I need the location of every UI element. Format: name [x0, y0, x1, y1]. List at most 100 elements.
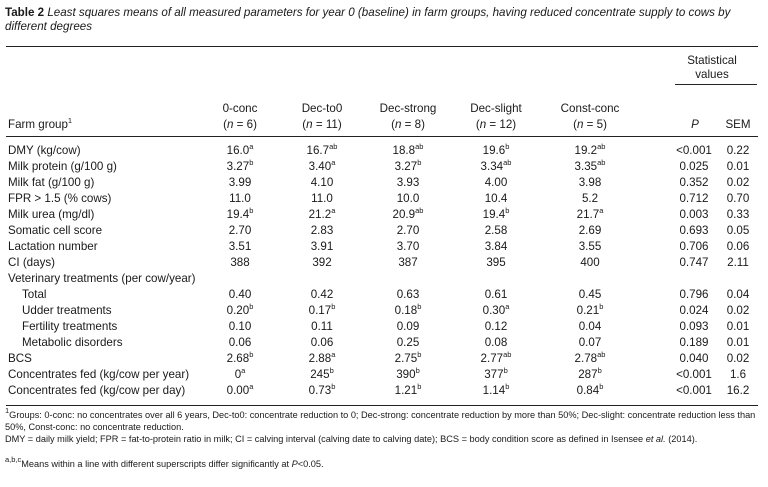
- row-label: CI (days): [8, 256, 56, 269]
- row-label: Veterinary treatments (per cow/year): [8, 272, 196, 285]
- group-header-n: (n = 8): [391, 118, 425, 131]
- table-cell: 21.7a: [576, 206, 604, 221]
- p-value: 0.189: [679, 336, 709, 349]
- group-header-n: (n = 11): [302, 118, 342, 131]
- table-cell: 4.00: [484, 176, 508, 189]
- p-value: 0.693: [679, 224, 709, 237]
- table-cell: 5.2: [581, 192, 599, 205]
- table-cell: 0.61: [484, 288, 508, 301]
- stat-header-line2: values: [695, 68, 729, 81]
- p-value: 0.024: [679, 304, 709, 317]
- table-cell: 3.93: [396, 176, 420, 189]
- footnote-abbreviations: DMY = daily milk yield; FPR = fat-to-pro…: [5, 434, 698, 444]
- table-cell: 3.35ab: [574, 158, 606, 173]
- p-value: 0.003: [679, 208, 709, 221]
- sem-value: 0.02: [726, 176, 750, 189]
- table-cell: 377b: [484, 366, 508, 381]
- table-cell: 4.10: [310, 176, 334, 189]
- table-cell: 287b: [578, 366, 602, 381]
- table-cell: 1.14b: [482, 382, 510, 397]
- table-cell: 0.12: [484, 320, 508, 333]
- group-header-n: (n = 12): [475, 118, 517, 131]
- table-cell: 20.9ab: [392, 206, 424, 221]
- table-cell: 0.18b: [394, 302, 422, 317]
- table-cell: 0.11: [311, 320, 333, 333]
- p-value: 0.706: [679, 240, 709, 253]
- table-cell: 19.4b: [482, 206, 510, 221]
- table-cell: 3.55: [578, 240, 602, 253]
- table-cell: 245b: [310, 366, 334, 381]
- row-label: Concentrates fed (kg/cow per day): [8, 384, 186, 397]
- sem-value: 1.6: [729, 368, 747, 381]
- table-cell: 3.98: [578, 176, 602, 189]
- table-cell: 21.2a: [308, 206, 336, 221]
- table-cell: 0.04: [578, 320, 602, 333]
- table-cell: 2.70: [396, 224, 420, 237]
- sem-header: SEM: [725, 118, 751, 131]
- table-cell: 2.69: [578, 224, 602, 237]
- row-label: Milk fat (g/100 g): [8, 176, 95, 189]
- table-cell: 388: [230, 256, 250, 269]
- sem-value: 0.05: [726, 224, 750, 237]
- table-cell: 400: [580, 256, 600, 269]
- p-value: 0.747: [679, 256, 709, 269]
- group-header-name: Dec-slight: [470, 102, 522, 115]
- table-cell: 3.84: [484, 240, 508, 253]
- table-label: Table 2: [5, 6, 45, 19]
- bottom-rule: [6, 405, 758, 406]
- table-cell: 0.09: [396, 320, 420, 333]
- table-cell: 10.4: [484, 192, 508, 205]
- row-label: Milk urea (mg/dl): [8, 208, 95, 221]
- table-cell: 0a: [234, 366, 246, 381]
- table-cell: 0.84b: [576, 382, 604, 397]
- table-cell: 2.75b: [394, 350, 422, 365]
- table-cell: 16.7ab: [306, 142, 338, 157]
- sem-value: 0.01: [726, 320, 750, 333]
- table-cell: 0.21b: [576, 302, 604, 317]
- header-rule: [6, 136, 758, 137]
- table-cell: 3.27b: [226, 158, 254, 173]
- group-header-name: Const-conc: [560, 102, 620, 115]
- table-cell: 3.34ab: [480, 158, 512, 173]
- table-cell: 19.2ab: [574, 142, 606, 157]
- footnote-significance: a,b,cMeans within a line with different …: [5, 455, 324, 469]
- p-value: 0.352: [679, 176, 709, 189]
- table-cell: 0.06: [310, 336, 334, 349]
- table-cell: 19.4b: [226, 206, 254, 221]
- table-cell: 0.63: [396, 288, 420, 301]
- table-cell: 392: [312, 256, 332, 269]
- table-cell: 11.0: [311, 192, 333, 205]
- table-cell: 0.00a: [226, 382, 254, 397]
- sem-value: 0.02: [726, 304, 750, 317]
- p-value: 0.712: [679, 192, 709, 205]
- table-cell: 11.0: [229, 192, 251, 205]
- sem-value: 0.02: [726, 352, 750, 365]
- row-label: Somatic cell score: [8, 224, 103, 237]
- row-label: FPR > 1.5 (% cows): [8, 192, 112, 205]
- table-cell: 0.17b: [308, 302, 336, 317]
- table-cell: 3.27b: [394, 158, 422, 173]
- table-cell: 18.8ab: [392, 142, 424, 157]
- p-value: 0.093: [679, 320, 709, 333]
- stat-header-rule: [675, 84, 757, 85]
- table-cell: 2.70: [228, 224, 252, 237]
- p-header: P: [691, 118, 699, 131]
- table-cell: 3.99: [228, 176, 252, 189]
- sem-value: 0.01: [726, 160, 750, 173]
- table-cell: 0.42: [310, 288, 334, 301]
- sem-value: 0.33: [726, 208, 750, 221]
- sem-value: 0.06: [726, 240, 750, 253]
- table-cell: 0.25: [396, 336, 420, 349]
- row-label: Concentrates fed (kg/cow per year): [8, 368, 190, 381]
- row-label: Total: [22, 288, 47, 301]
- table-cell: 1.21b: [394, 382, 422, 397]
- table-cell: 3.91: [310, 240, 334, 253]
- group-header-n: (n = 6): [223, 118, 257, 131]
- p-value: <0.001: [676, 368, 712, 381]
- stat-header-line1: Statistical: [687, 54, 737, 67]
- table-cell: 0.06: [228, 336, 252, 349]
- row-label: BCS: [8, 352, 32, 365]
- table-cell: 10.0: [396, 192, 420, 205]
- p-value: <0.001: [676, 144, 712, 157]
- farm-group-header: Farm group1: [8, 116, 73, 131]
